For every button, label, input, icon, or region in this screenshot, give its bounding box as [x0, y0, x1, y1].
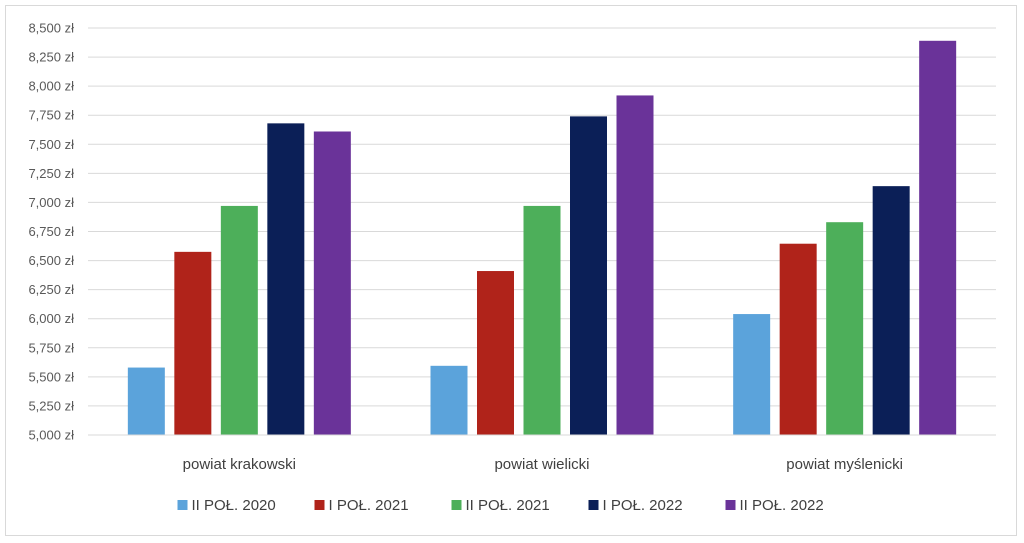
y-tick-label: 6,750 zł	[28, 224, 74, 239]
y-tick-label: 6,000 zł	[28, 311, 74, 326]
bar	[220, 205, 258, 435]
legend-label: II POŁ. 2022	[740, 497, 824, 514]
legend-item: I POŁ. 2022	[588, 497, 683, 514]
y-tick-label: 7,500 zł	[28, 137, 74, 152]
legend-swatch	[177, 500, 188, 510]
bar	[174, 251, 212, 435]
legend-label: I POŁ. 2022	[603, 497, 683, 514]
legend-item: II POŁ. 2022	[725, 497, 824, 514]
bar	[616, 95, 654, 436]
legend-item: II POŁ. 2021	[451, 497, 550, 514]
y-tick-label: 7,000 zł	[28, 195, 74, 210]
y-tick-label: 7,750 zł	[28, 108, 74, 123]
bar	[477, 271, 514, 435]
y-tick-label: 5,750 zł	[28, 340, 74, 355]
bar	[779, 243, 817, 435]
y-tick-label: 5,000 zł	[28, 428, 74, 443]
y-tick-label: 8,500 zł	[28, 21, 74, 36]
x-category-label: powiat krakowski	[183, 456, 296, 473]
bar	[826, 222, 864, 435]
x-category-label: powiat myślenicki	[786, 456, 903, 473]
legend-item: II POŁ. 2020	[177, 497, 276, 514]
legend-label: I POŁ. 2021	[329, 497, 409, 514]
legend-label: II POŁ. 2020	[192, 497, 276, 514]
y-tick-label: 6,250 zł	[28, 282, 74, 297]
legend-swatch	[588, 500, 599, 510]
y-tick-label: 5,500 zł	[28, 369, 74, 384]
bar	[872, 186, 910, 435]
legend-item: I POŁ. 2021	[314, 497, 409, 514]
x-category-label: powiat wielicki	[494, 456, 589, 473]
bar	[267, 123, 305, 436]
legend-swatch	[451, 500, 462, 510]
x-axis-categories: powiat krakowski powiat wielicki powiat my…	[183, 456, 903, 473]
legend: II POŁ. 2020 I POŁ. 2021 II POŁ. 2021 I POŁ…	[177, 497, 824, 514]
bar	[523, 205, 561, 435]
bar	[430, 365, 468, 435]
bar	[570, 116, 607, 436]
bar	[919, 40, 957, 435]
bar	[733, 314, 771, 435]
y-tick-label: 7,250 zł	[28, 166, 74, 181]
y-axis-ticks: 5,000 zł 5,250 zł 5,500 zł 5,750 zł 6,000 zł…	[28, 21, 74, 443]
y-tick-label: 8,000 zł	[28, 79, 74, 94]
y-tick-label: 8,250 zł	[28, 50, 74, 65]
legend-swatch	[314, 500, 325, 510]
legend-label: II POŁ. 2021	[466, 497, 550, 514]
bar	[313, 131, 351, 435]
y-tick-label: 5,250 zł	[28, 398, 74, 413]
y-tick-label: 6,500 zł	[28, 253, 74, 268]
bars	[127, 40, 957, 436]
bar	[127, 367, 165, 435]
legend-swatch	[725, 500, 736, 510]
